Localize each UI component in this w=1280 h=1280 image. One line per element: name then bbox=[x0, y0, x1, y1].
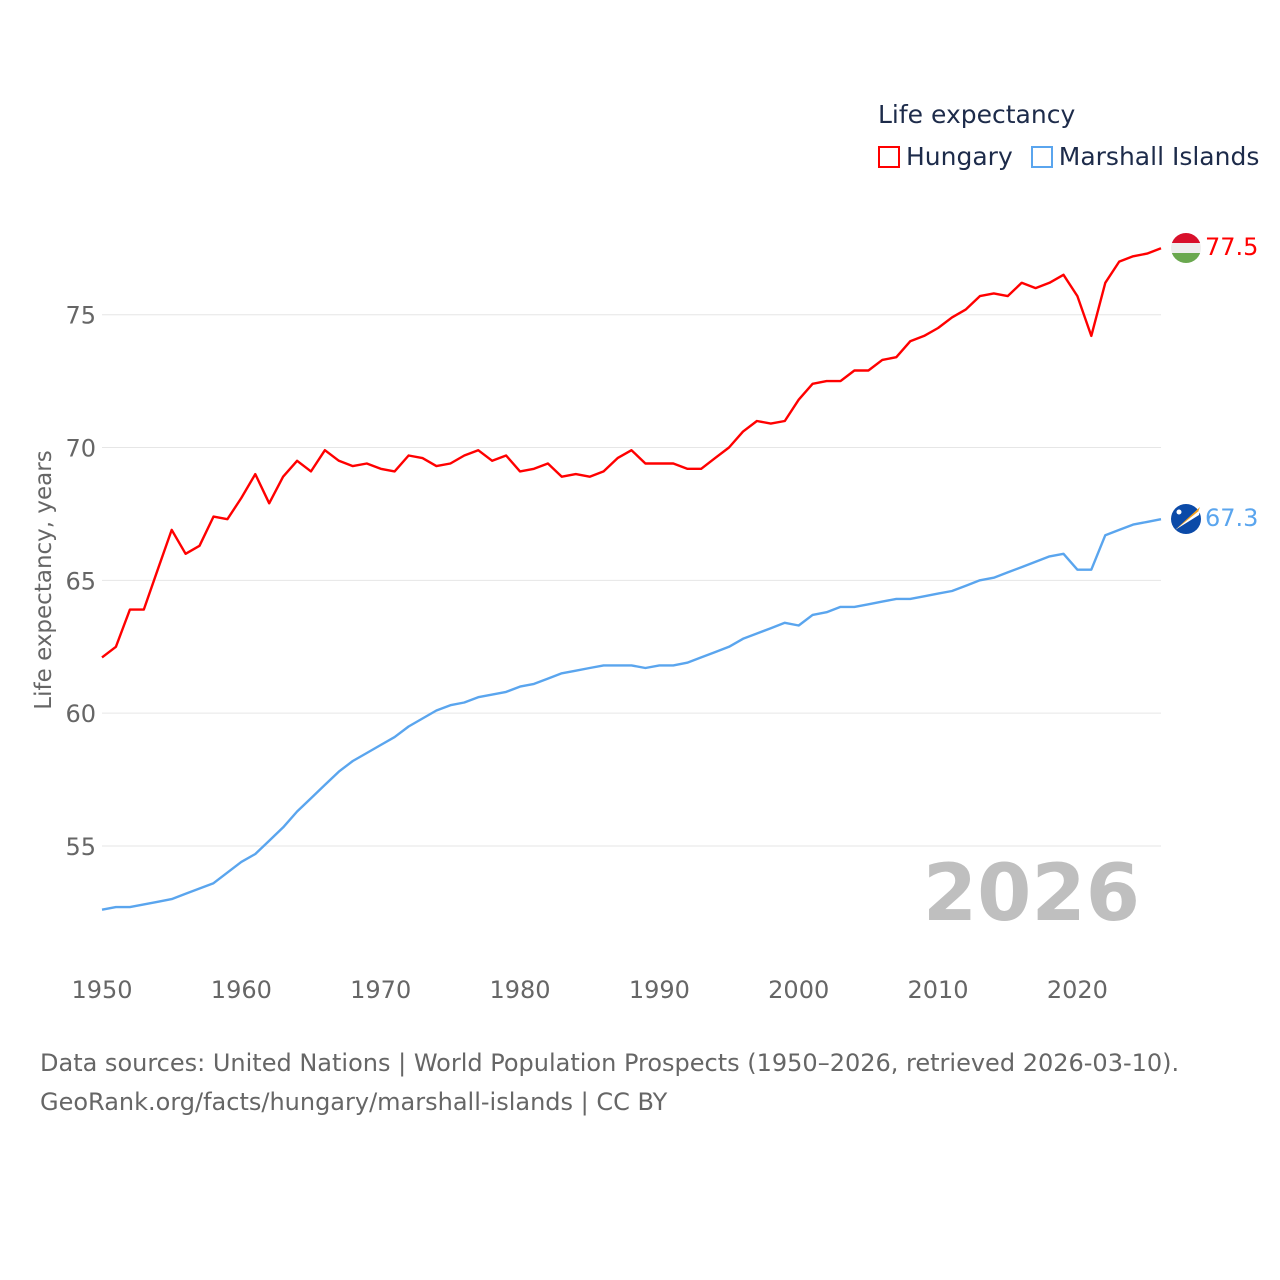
gridlines bbox=[102, 314, 1161, 847]
y-axis-label: Life expectancy, years bbox=[31, 450, 57, 709]
sources-link[interactable]: GeoRank.org/facts/hungary/marshall-islan… bbox=[40, 1088, 668, 1116]
hungary-end-label: 77.5 bbox=[1205, 233, 1258, 261]
hungary-line bbox=[101, 247, 1162, 659]
y-tick-label: 60 bbox=[65, 700, 96, 728]
x-tick-label: 1970 bbox=[350, 976, 411, 1004]
y-tick-label: 65 bbox=[65, 567, 96, 595]
marshall-islands-swatch bbox=[1030, 145, 1053, 168]
x-tick-label: 1950 bbox=[71, 976, 132, 1004]
x-tick-label: 1960 bbox=[211, 976, 272, 1004]
sources-line: Data sources: United Nations | World Pop… bbox=[40, 1049, 1180, 1077]
legend-item-marshall-islands[interactable]: Marshall Islands bbox=[1030, 142, 1260, 171]
sources-note: Data sources: United Nations | World Pop… bbox=[40, 1044, 1179, 1122]
x-tick-label: 2020 bbox=[1047, 976, 1108, 1004]
y-tick-label: 70 bbox=[65, 435, 96, 463]
hungary-swatch bbox=[878, 145, 900, 168]
year-watermark: 2026 bbox=[923, 849, 1140, 939]
x-axis-ticks: 1950 1960 1970 1980 1990 2000 2010 2020 bbox=[71, 976, 1107, 1004]
legend-label: Marshall Islands bbox=[1058, 142, 1260, 171]
marshall-islands-flag-icon bbox=[1171, 504, 1201, 534]
legend-item-hungary[interactable]: Hungary bbox=[878, 142, 1013, 171]
legend-title: Life expectancy bbox=[878, 100, 1076, 129]
legend-label: Hungary bbox=[906, 142, 1013, 171]
legend: Hungary Marshall Islands bbox=[878, 142, 1277, 171]
hungary-flag-icon bbox=[1171, 233, 1201, 263]
y-tick-label: 55 bbox=[65, 833, 96, 861]
marshall-islands-end-label: 67.3 bbox=[1205, 504, 1258, 532]
series-lines bbox=[101, 247, 1162, 911]
marshall-islands-line bbox=[101, 518, 1162, 911]
y-tick-label: 75 bbox=[65, 302, 96, 330]
x-tick-label: 1990 bbox=[629, 976, 690, 1004]
x-tick-label: 2010 bbox=[908, 976, 969, 1004]
y-axis-ticks: 55 60 65 70 75 bbox=[65, 302, 96, 861]
x-tick-label: 1980 bbox=[489, 976, 550, 1004]
x-tick-label: 2000 bbox=[768, 976, 829, 1004]
